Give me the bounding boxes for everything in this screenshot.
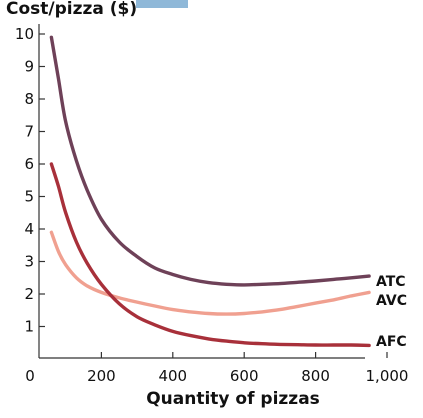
y-tick-label: 10	[15, 25, 34, 43]
y-axis-ticks: 1 2 3 4 5 6 7 8 9 10	[15, 25, 45, 336]
y-tick-label: 7	[24, 123, 34, 141]
x-tick-label: 1,000	[366, 367, 409, 385]
x-tick-label: 0	[25, 367, 35, 385]
y-axis-title: Cost/pizza ($)	[6, 0, 137, 19]
x-tick-label: 200	[87, 367, 116, 385]
series-line-avc	[49, 230, 371, 316]
top-banner-fragment	[136, 0, 188, 8]
y-tick-label: 4	[24, 220, 34, 238]
series-line-afc	[49, 162, 371, 348]
series-lines	[49, 35, 371, 348]
series-line-atc	[49, 35, 371, 287]
x-axis-title: Quantity of pizzas	[146, 389, 320, 409]
y-tick-label: 6	[24, 155, 34, 173]
y-tick-label: 5	[24, 188, 34, 206]
series-label-atc: ATC	[376, 274, 406, 290]
y-tick-label: 3	[24, 253, 34, 271]
y-tick-label: 1	[24, 318, 34, 336]
y-tick-label: 8	[24, 90, 34, 108]
series-label-avc: AVC	[376, 293, 407, 309]
x-tick-label: 800	[301, 367, 330, 385]
series-label-afc: AFC	[376, 334, 407, 350]
y-tick-label: 9	[24, 58, 34, 76]
x-tick-label: 400	[158, 367, 187, 385]
x-tick-label: 600	[230, 367, 259, 385]
series-labels: ATC AVC AFC	[376, 274, 407, 350]
x-axis-ticks: 0 200 400 600 800 1,000	[25, 352, 408, 385]
y-tick-label: 2	[24, 285, 34, 303]
